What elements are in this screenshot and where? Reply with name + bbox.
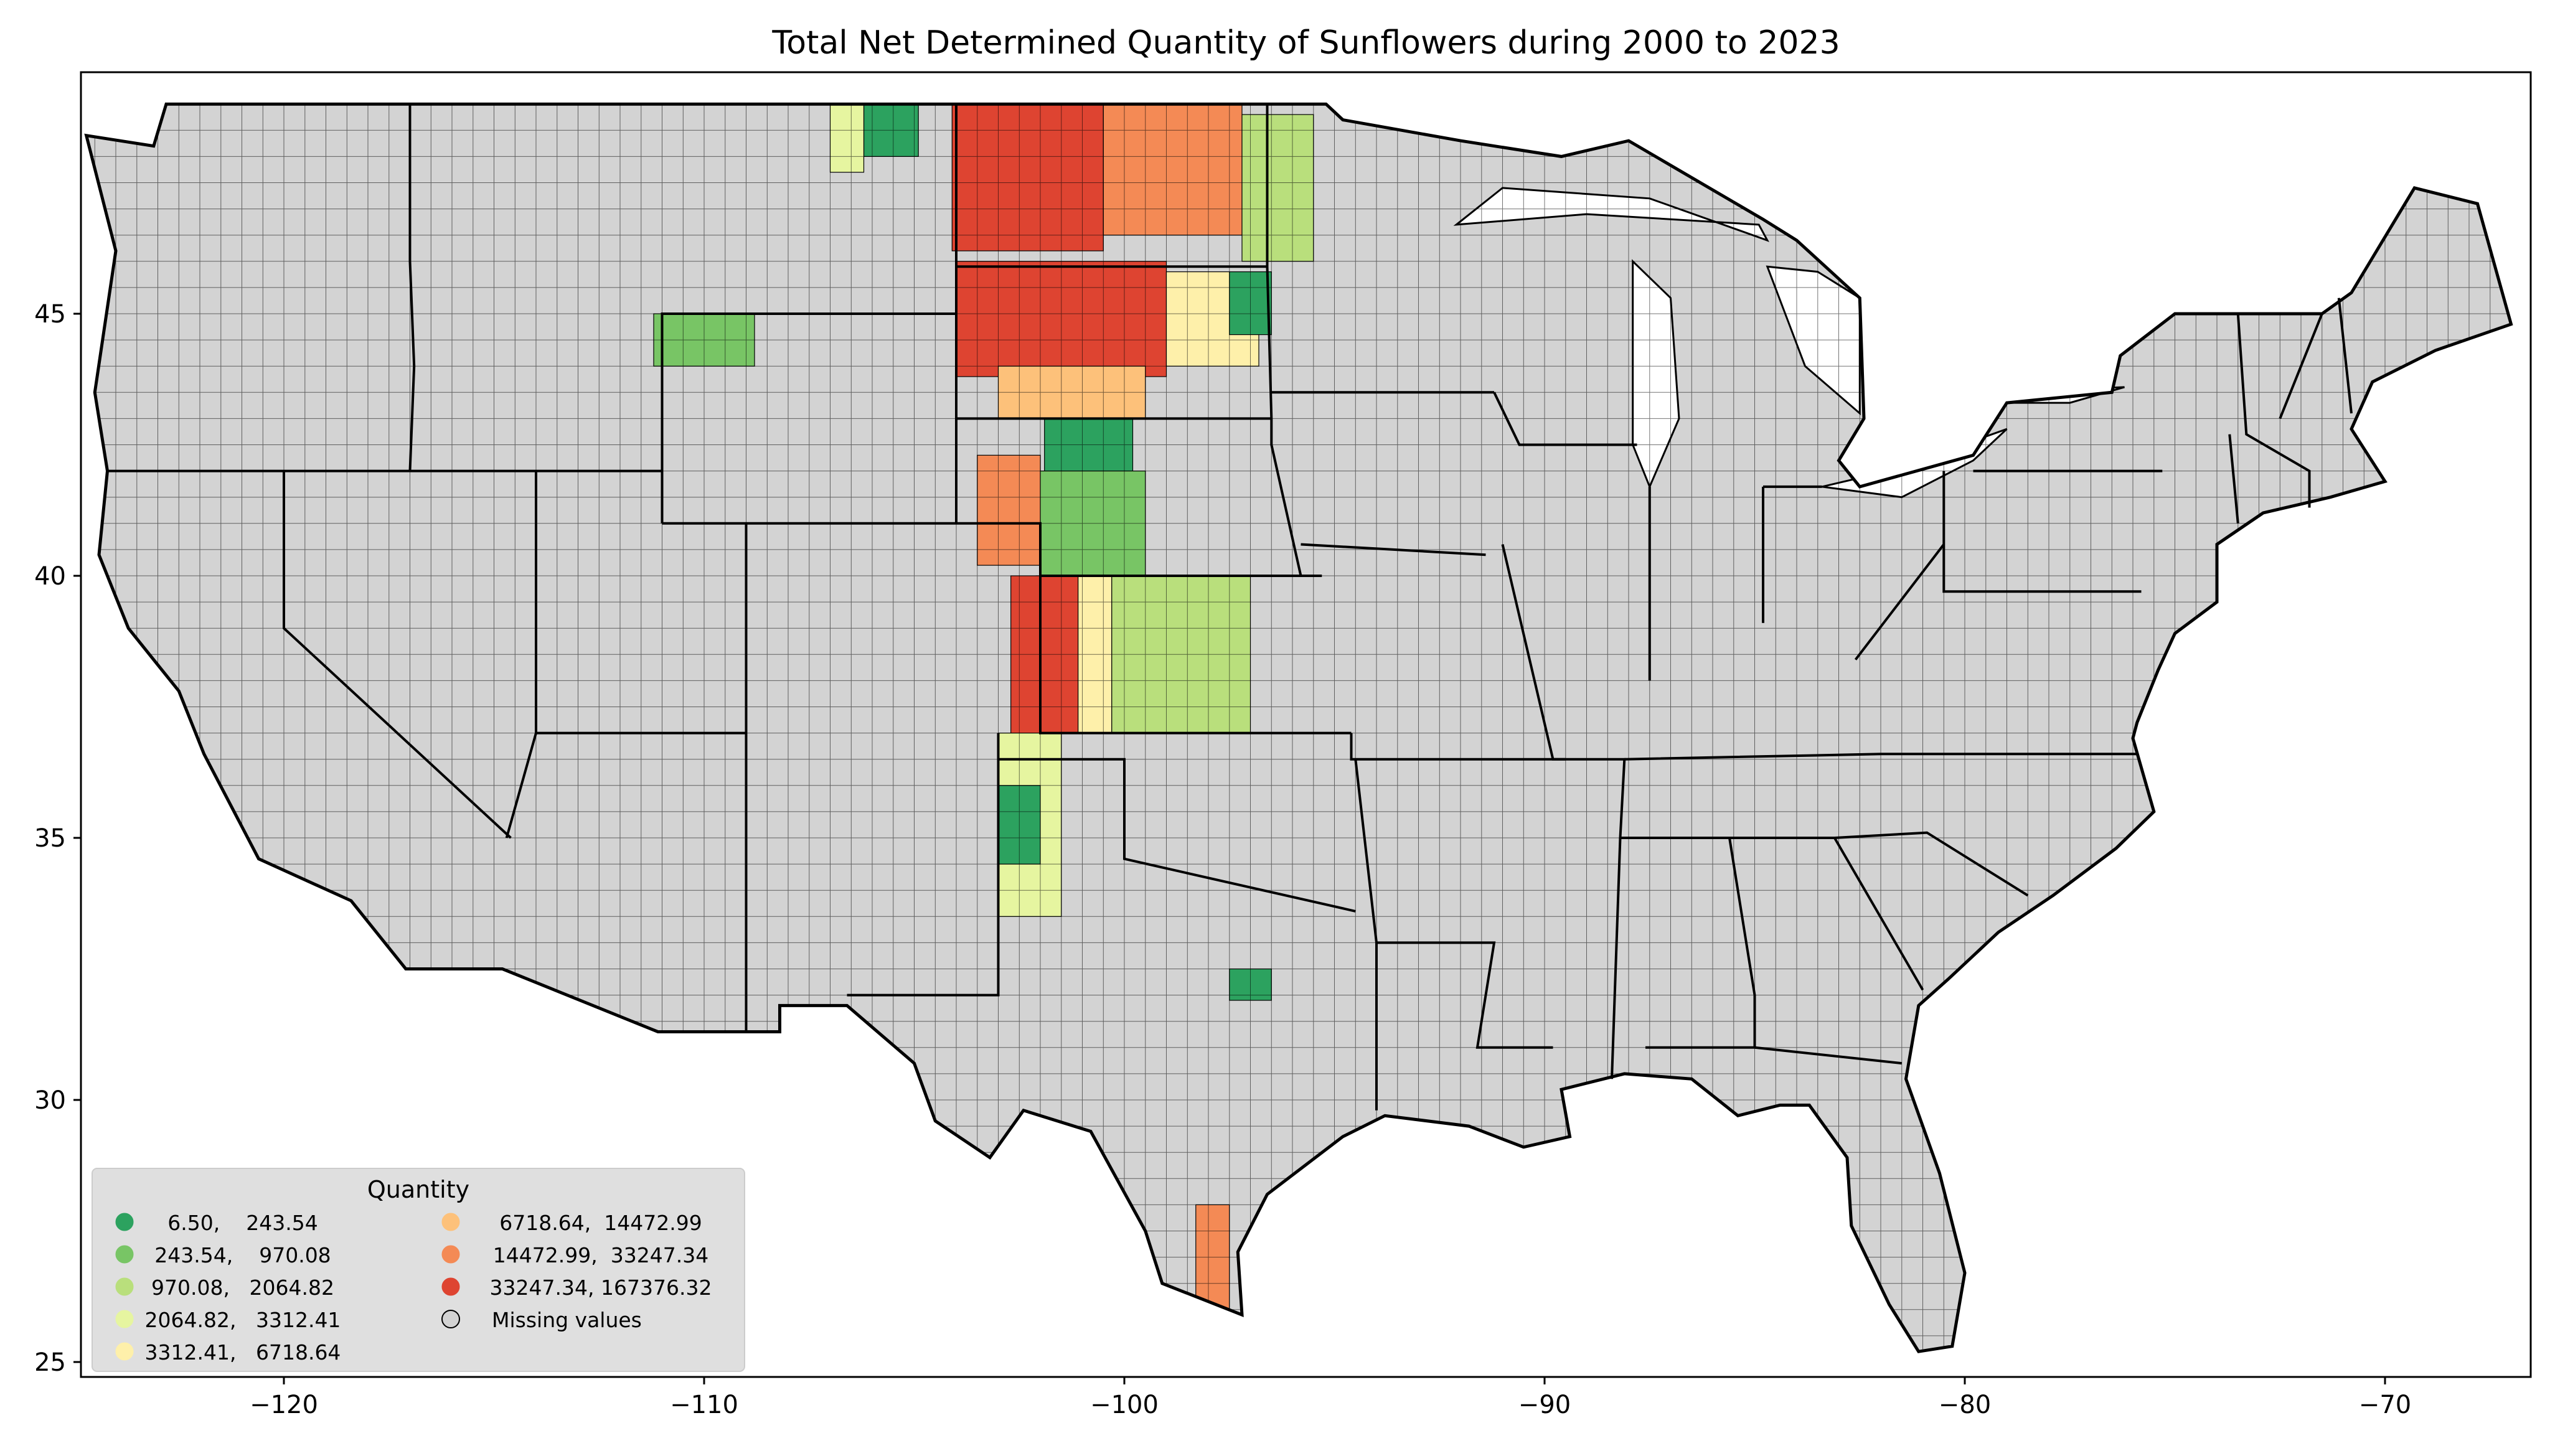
- y-tick-label: 45: [34, 300, 66, 329]
- legend-entry: 14472.99, 33247.34: [441, 1243, 708, 1267]
- y-tick-label: 35: [34, 824, 66, 853]
- state-border: [535, 471, 748, 1032]
- state-border: [1942, 471, 2142, 593]
- legend-entry: 33247.34, 167376.32: [441, 1275, 712, 1300]
- y-tick: 25: [34, 1348, 81, 1377]
- x-tick: −120: [250, 1377, 318, 1419]
- county-region: [951, 104, 1104, 251]
- state-border: [1645, 837, 1756, 1049]
- legend: Quantity 6.50, 243.54 243.54, 970.08 970…: [92, 1168, 745, 1372]
- x-tick-label: −80: [1939, 1391, 1991, 1419]
- us-landmass: [86, 104, 2511, 1352]
- state-borders: [84, 102, 2513, 1353]
- chart-title: Total Net Determined Quantity of Sunflow…: [771, 24, 1840, 62]
- state-border: [998, 758, 1356, 913]
- legend-label: 14472.99, 33247.34: [493, 1243, 708, 1267]
- state-border: [2337, 298, 2353, 414]
- state-border: [1611, 837, 1622, 1079]
- county-region: [829, 104, 865, 173]
- x-tick-label: −120: [250, 1391, 318, 1419]
- state-border: [1266, 104, 1302, 576]
- legend-marker: [441, 1213, 460, 1231]
- x-tick-label: −90: [1518, 1391, 1571, 1419]
- legend-entry: 243.54, 970.08: [115, 1243, 331, 1267]
- x-tick: −90: [1518, 1377, 1571, 1419]
- legend-entry: 6.50, 243.54: [115, 1211, 318, 1235]
- state-border: [1624, 753, 2137, 761]
- y-tick-label: 25: [34, 1348, 66, 1377]
- lake: [1632, 259, 1680, 489]
- state-border: [1754, 1046, 1903, 1065]
- legend-marker: [441, 1277, 460, 1296]
- state-border: [107, 312, 956, 472]
- state-border: [1833, 837, 1924, 991]
- x-axis: −120 −110 −100 −90 −80 −70: [250, 1377, 2411, 1419]
- y-tick: 35: [34, 824, 81, 853]
- y-tick-label: 40: [34, 562, 66, 591]
- x-tick: −80: [1939, 1377, 1991, 1419]
- county-region: [977, 454, 1041, 566]
- legend-label: 6718.64, 14472.99: [499, 1211, 702, 1235]
- legend-label: 3312.41, 6718.64: [145, 1340, 341, 1364]
- legend-entry: 6718.64, 14472.99: [441, 1211, 702, 1235]
- state-border: [505, 733, 537, 838]
- legend-label: Missing values: [492, 1308, 642, 1332]
- state-border: [847, 733, 1000, 997]
- x-tick-label: −110: [670, 1391, 738, 1419]
- x-tick-label: −100: [1090, 1391, 1159, 1419]
- legend-marker: [115, 1245, 134, 1264]
- legend-entry: 970.08, 2064.82: [115, 1275, 334, 1300]
- legend-title: Quantity: [367, 1176, 469, 1203]
- legend-marker: [115, 1213, 134, 1231]
- legend-marker: [115, 1310, 134, 1328]
- legend-marker: [115, 1277, 134, 1296]
- state-border: [1301, 543, 1486, 557]
- y-axis: 25 30 35 40 45: [34, 300, 81, 1377]
- legend-marker: [115, 1342, 134, 1361]
- legend-label: 970.08, 2064.82: [151, 1275, 334, 1300]
- legend-label: 243.54, 970.08: [154, 1243, 331, 1267]
- legend-entry: 3312.41, 6718.64: [115, 1340, 341, 1364]
- x-tick-label: −70: [2359, 1391, 2411, 1419]
- legend-marker-missing: [441, 1310, 460, 1328]
- state-border: [1501, 544, 2029, 897]
- state-border: [2228, 434, 2239, 524]
- x-tick: −110: [670, 1377, 738, 1419]
- y-tick: 30: [34, 1086, 81, 1115]
- legend-label: 2064.82, 3312.41: [145, 1308, 341, 1332]
- legend-label: 33247.34, 167376.32: [490, 1275, 712, 1300]
- legend-entry: 2064.82, 3312.41: [115, 1308, 341, 1332]
- county-region: [1195, 1204, 1230, 1315]
- legend-entry: Missing values: [441, 1308, 642, 1332]
- state-border: [2236, 313, 2311, 508]
- state-border: [1354, 759, 1553, 1049]
- x-tick: −100: [1090, 1377, 1159, 1419]
- state-border: [1493, 392, 1637, 446]
- state-border: [1854, 543, 1945, 660]
- y-tick: 40: [34, 562, 81, 591]
- county-region: [1103, 104, 1243, 236]
- legend-label: 6.50, 243.54: [167, 1211, 318, 1235]
- county-region: [1241, 114, 1314, 262]
- state-border: [2279, 313, 2323, 420]
- state-border: [408, 104, 416, 471]
- state-border: [662, 522, 1352, 735]
- state-border: [1350, 733, 1566, 761]
- national-border: [84, 102, 2513, 1353]
- y-tick-label: 30: [34, 1086, 66, 1115]
- y-tick: 45: [34, 300, 81, 329]
- legend-marker: [441, 1245, 460, 1264]
- legend-box: [92, 1168, 745, 1372]
- x-tick: −70: [2359, 1377, 2411, 1419]
- state-border: [283, 471, 512, 839]
